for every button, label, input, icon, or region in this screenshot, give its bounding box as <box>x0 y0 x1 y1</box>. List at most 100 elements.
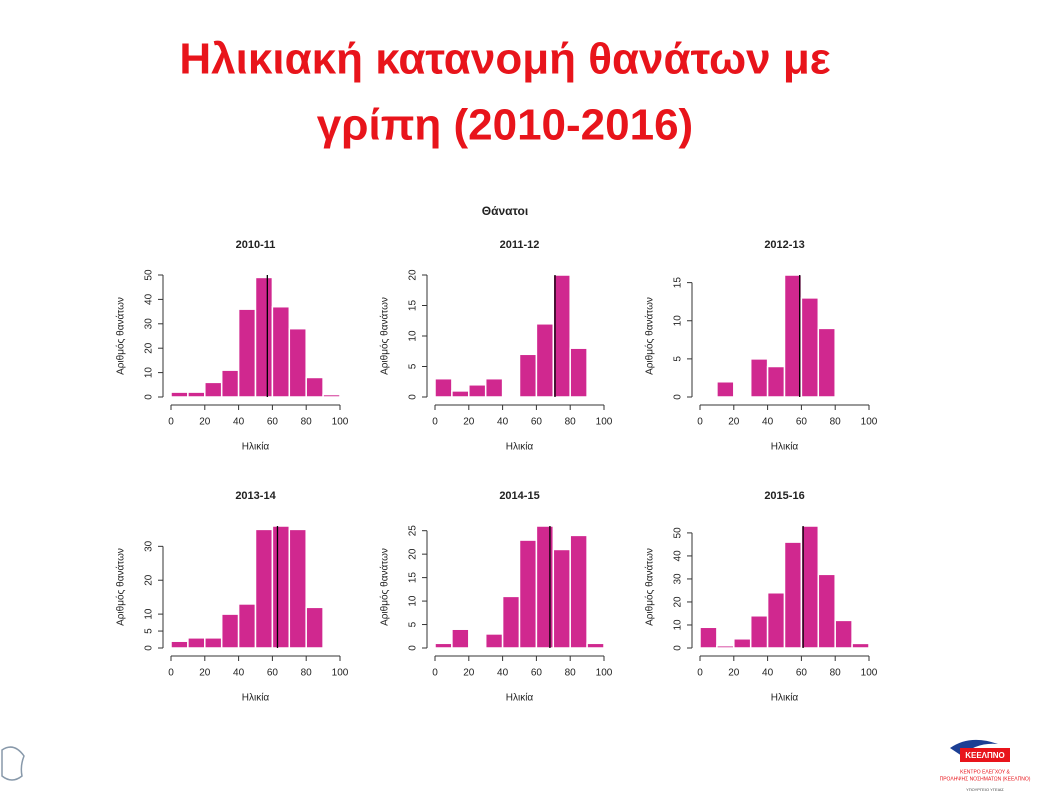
x-tick-label: 80 <box>830 417 842 428</box>
logo-text: ΥΠΟΥΡΓΕΙΟ ΥΓΕΙΑΣ <box>966 787 1004 792</box>
x-tick-label: 100 <box>596 668 613 679</box>
y-tick-label: 40 <box>144 293 155 305</box>
y-tick-label: 0 <box>408 394 419 400</box>
bar <box>851 642 870 649</box>
bar <box>204 381 223 398</box>
x-tick-label: 60 <box>267 417 279 428</box>
x-axis-label: Ηλικία <box>242 692 270 704</box>
x-tick-label: 20 <box>463 417 475 428</box>
bar <box>501 595 521 649</box>
bar <box>749 615 769 649</box>
bar <box>733 638 752 649</box>
y-tick-label: 40 <box>673 550 684 562</box>
bar <box>434 377 453 398</box>
y-tick-label: 15 <box>408 572 419 584</box>
y-tick-label: 0 <box>408 645 419 651</box>
bar <box>535 525 555 649</box>
x-tick-label: 20 <box>463 668 475 679</box>
x-tick-label: 60 <box>531 668 543 679</box>
x-tick-label: 80 <box>565 668 577 679</box>
y-tick-label: 10 <box>144 608 155 620</box>
x-tick-label: 40 <box>762 668 774 679</box>
bar <box>288 327 307 398</box>
x-axis-label: Ηλικία <box>506 692 534 704</box>
y-tick-label: 5 <box>144 628 155 634</box>
y-tick-label: 20 <box>144 574 155 586</box>
x-tick-label: 0 <box>432 417 438 428</box>
slide-title: Ηλικιακή κατανομή θανάτων με <box>179 35 830 84</box>
x-tick-label: 40 <box>762 417 774 428</box>
bar <box>237 308 257 398</box>
x-tick-label: 60 <box>267 668 279 679</box>
x-tick-label: 80 <box>565 417 577 428</box>
bar <box>800 525 820 649</box>
y-tick-label: 50 <box>144 269 155 281</box>
bar <box>834 619 853 649</box>
bar <box>254 528 274 649</box>
y-tick-label: 15 <box>673 277 684 289</box>
x-tick-label: 100 <box>596 417 613 428</box>
logo-text: ΠΡΟΛΗΨΗΣ ΝΟΣΗΜΑΤΩΝ (ΚΕΕΛΠΝΟ) <box>940 776 1031 782</box>
y-tick-label: 5 <box>408 621 419 627</box>
y-tick-label: 20 <box>408 269 419 281</box>
bar <box>817 327 836 398</box>
bar <box>288 528 307 649</box>
y-tick-label: 5 <box>673 356 684 362</box>
y-axis-label: Αριθμός θανάτων <box>379 297 391 375</box>
x-tick-label: 60 <box>796 668 808 679</box>
bar <box>484 633 504 649</box>
bar <box>187 391 206 398</box>
bar <box>518 353 538 398</box>
bar <box>817 573 836 649</box>
bar <box>586 642 605 649</box>
emblem-shape <box>1 746 25 781</box>
x-axis-label: Ηλικία <box>242 441 270 453</box>
bar <box>237 603 257 649</box>
y-tick-label: 20 <box>144 342 155 354</box>
x-axis-label: Ηλικία <box>771 692 799 704</box>
bar <box>484 377 504 398</box>
bar <box>552 548 571 649</box>
slide-title: γρίπη (2010-2016) <box>317 101 693 150</box>
y-tick-label: 25 <box>408 525 419 537</box>
x-tick-label: 20 <box>728 417 740 428</box>
y-tick-label: 10 <box>144 367 155 379</box>
x-tick-label: 80 <box>301 417 313 428</box>
bar <box>535 323 555 398</box>
bar <box>170 640 189 649</box>
x-tick-label: 100 <box>861 668 878 679</box>
logo: ΚΕΕΛΠΝΟ ΚΕΝΤΡΟ ΕΛΕΓΧΟΥ & ΠΡΟΛΗΨΗΣ ΝΟΣΗΜΑ… <box>940 739 1031 792</box>
y-tick-label: 10 <box>408 330 419 342</box>
x-tick-label: 100 <box>332 417 349 428</box>
bar <box>699 626 718 649</box>
x-axis-label: Ηλικία <box>506 441 534 453</box>
y-tick-label: 30 <box>144 540 155 552</box>
panel-title: 2013-14 <box>235 490 276 502</box>
x-tick-label: 0 <box>432 668 438 679</box>
x-tick-label: 0 <box>697 668 703 679</box>
panel-title: 2012-13 <box>764 239 804 251</box>
x-tick-label: 80 <box>301 668 313 679</box>
x-tick-label: 20 <box>728 668 740 679</box>
bar <box>305 606 324 649</box>
x-tick-label: 20 <box>199 668 211 679</box>
y-tick-label: 0 <box>144 394 155 400</box>
y-tick-label: 50 <box>673 527 684 539</box>
y-axis-label: Αριθμός θανάτων <box>115 297 127 375</box>
bar <box>220 369 240 398</box>
y-tick-label: 10 <box>408 595 419 607</box>
panel-title: 2015-16 <box>764 490 804 502</box>
bar <box>800 297 820 398</box>
bar <box>305 376 324 398</box>
y-tick-label: 30 <box>673 573 684 585</box>
x-tick-label: 40 <box>497 668 509 679</box>
logo-badge <box>960 748 1010 762</box>
figure-title: Θάνατοι <box>482 204 528 218</box>
y-axis-label: Αριθμός θανάτων <box>644 297 656 375</box>
bar <box>468 384 487 398</box>
x-tick-label: 100 <box>861 417 878 428</box>
bar <box>569 534 588 649</box>
x-axis-label: Ηλικία <box>771 441 799 453</box>
y-tick-label: 20 <box>408 548 419 560</box>
